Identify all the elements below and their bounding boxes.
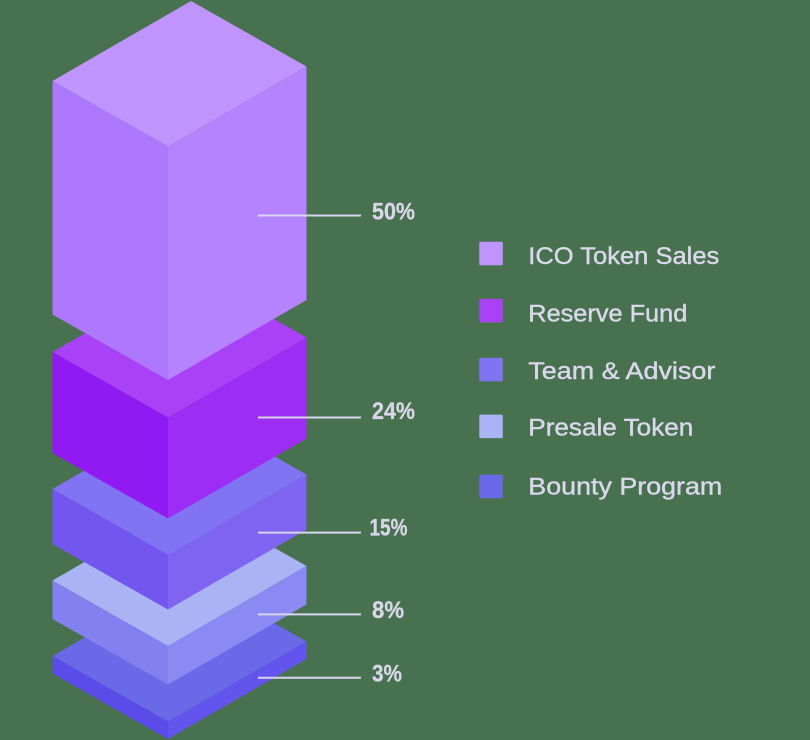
svg-text:Reserve Fund: Reserve Fund <box>528 300 687 327</box>
svg-text:Bounty Program: Bounty Program <box>528 474 722 501</box>
svg-text:24%: 24% <box>372 398 415 425</box>
svg-text:Presale Token: Presale Token <box>528 415 693 442</box>
svg-text:3%: 3% <box>372 660 402 687</box>
svg-text:Team & Advisor: Team & Advisor <box>528 358 715 385</box>
svg-text:8%: 8% <box>372 597 404 624</box>
svg-text:ICO Token Sales: ICO Token Sales <box>528 243 719 270</box>
svg-text:50%: 50% <box>372 199 415 226</box>
svg-text:15%: 15% <box>370 515 408 542</box>
